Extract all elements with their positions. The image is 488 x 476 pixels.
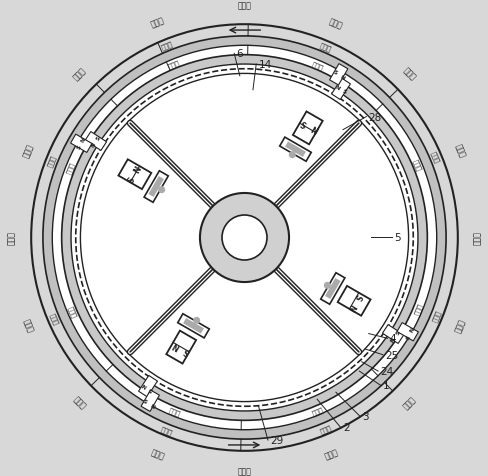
Bar: [70, 135, 92, 153]
Circle shape: [288, 152, 295, 159]
Circle shape: [193, 317, 200, 324]
Circle shape: [31, 25, 457, 451]
Text: 回程期: 回程期: [160, 41, 173, 51]
Text: 储能期: 储能期: [237, 466, 251, 475]
Text: 储能期: 储能期: [411, 158, 422, 172]
Circle shape: [158, 187, 165, 194]
Text: 推程期: 推程期: [66, 304, 77, 318]
Text: S: S: [297, 120, 306, 131]
Text: S: S: [331, 70, 337, 76]
Text: 4: 4: [389, 334, 396, 344]
Text: S: S: [76, 145, 82, 150]
Text: S: S: [182, 345, 191, 356]
Text: 回程回: 回程回: [21, 317, 35, 333]
Text: 储能期: 储能期: [323, 447, 339, 460]
Text: 储能期: 储能期: [472, 231, 481, 245]
Text: 推程期: 推程期: [318, 42, 332, 53]
Text: 过渡期: 过渡期: [47, 154, 58, 167]
Text: N: N: [386, 335, 393, 341]
Text: 储能期: 储能期: [310, 405, 324, 416]
Text: 过渡期: 过渡期: [65, 161, 76, 175]
Bar: [148, 177, 163, 198]
Bar: [85, 132, 106, 151]
Bar: [141, 390, 159, 412]
Text: 储能期: 储能期: [453, 317, 467, 333]
Bar: [166, 331, 196, 364]
Bar: [183, 318, 203, 334]
Text: 过渡期: 过渡期: [72, 66, 88, 82]
Text: S: S: [143, 396, 149, 402]
Text: 储能期: 储能期: [149, 447, 165, 460]
Bar: [320, 273, 344, 305]
Text: N: N: [406, 325, 412, 332]
Circle shape: [323, 282, 330, 289]
Text: N: N: [150, 400, 157, 407]
Text: 推程期: 推程期: [327, 17, 343, 31]
Text: N: N: [141, 381, 147, 387]
Text: 储能期: 储能期: [167, 406, 181, 417]
Text: 5: 5: [394, 233, 400, 243]
Text: 28: 28: [368, 112, 381, 122]
Text: 回程期: 回程期: [149, 16, 165, 29]
Text: 储能期: 储能期: [430, 309, 441, 322]
Circle shape: [43, 37, 445, 439]
Text: N: N: [345, 301, 356, 311]
Text: 储能期: 储能期: [318, 423, 332, 434]
Text: 回程期: 回程期: [453, 143, 467, 159]
Text: S: S: [148, 386, 154, 392]
Text: S: S: [391, 328, 398, 334]
Text: 29: 29: [270, 435, 283, 445]
Bar: [331, 79, 350, 100]
Text: 储能期: 储能期: [429, 150, 440, 164]
Text: N: N: [80, 137, 86, 144]
Text: 储能期: 储能期: [400, 394, 416, 410]
Text: 回程期: 回程期: [167, 59, 181, 70]
Text: 24: 24: [380, 367, 393, 377]
Bar: [329, 64, 347, 86]
Circle shape: [222, 216, 266, 260]
Bar: [396, 323, 418, 341]
Bar: [325, 278, 340, 299]
Bar: [285, 142, 305, 158]
Bar: [177, 314, 209, 338]
Text: N: N: [339, 74, 345, 80]
Bar: [382, 325, 403, 344]
Text: 推程期: 推程期: [310, 60, 324, 71]
Text: 储能期: 储能期: [72, 394, 88, 410]
Text: N: N: [90, 142, 97, 149]
Text: N: N: [333, 84, 340, 91]
Text: S: S: [402, 333, 408, 338]
Text: 储能期: 储能期: [412, 301, 423, 315]
Text: 1: 1: [382, 380, 388, 390]
Text: N: N: [132, 165, 143, 175]
Bar: [144, 171, 168, 203]
Bar: [118, 160, 151, 190]
Text: 推程期: 推程期: [48, 312, 59, 326]
Bar: [138, 376, 157, 397]
Circle shape: [200, 194, 288, 282]
Text: 过渡期: 过渡期: [400, 66, 416, 82]
Bar: [292, 112, 322, 145]
Text: S: S: [351, 291, 362, 300]
Text: 助力期: 助力期: [7, 231, 16, 245]
Bar: [279, 138, 311, 162]
Circle shape: [52, 46, 436, 430]
Text: S: S: [126, 176, 137, 185]
Text: S: S: [341, 89, 347, 95]
Text: 2: 2: [342, 423, 349, 433]
Text: 25: 25: [385, 350, 398, 360]
Text: 14: 14: [258, 60, 271, 70]
Text: N: N: [170, 339, 181, 350]
Circle shape: [61, 56, 427, 420]
Bar: [337, 286, 370, 316]
Circle shape: [71, 65, 417, 411]
Text: 助力期: 助力期: [237, 1, 251, 10]
Circle shape: [80, 74, 408, 402]
Text: 3: 3: [361, 411, 367, 421]
Text: 6: 6: [236, 49, 243, 59]
Text: 推程期: 推程期: [21, 143, 35, 159]
Text: 储能期: 储能期: [160, 425, 173, 435]
Text: N: N: [307, 126, 318, 137]
Text: S: S: [95, 135, 101, 141]
